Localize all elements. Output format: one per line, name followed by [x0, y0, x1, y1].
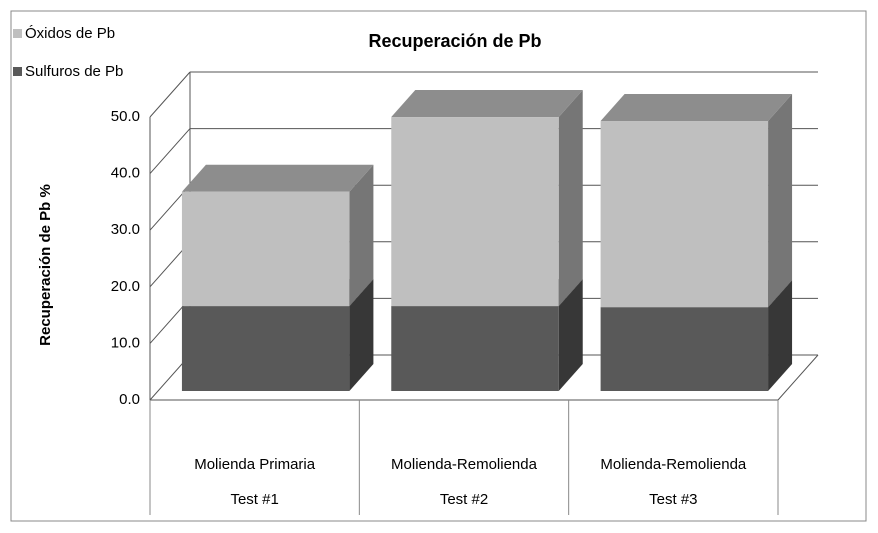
bar-side	[558, 279, 583, 391]
x-tick-label: Test #3	[649, 491, 697, 508]
bar	[391, 306, 559, 391]
grid-line	[149, 128, 191, 174]
x-tick-label: Molienda-Remolienda	[600, 456, 747, 473]
bar	[181, 306, 350, 391]
floor-edge	[777, 354, 819, 401]
legend-label: Óxidos de Pb	[25, 25, 115, 42]
bar-side	[349, 279, 374, 391]
bar-top	[181, 164, 374, 192]
y-tick-label: 30.0	[111, 221, 140, 238]
bar	[600, 121, 769, 308]
bar-side	[349, 164, 374, 307]
y-tick-label: 20.0	[111, 278, 140, 295]
x-tick-label: Test #2	[440, 491, 488, 508]
y-tick-label: 40.0	[111, 165, 140, 182]
y-tick-label: 50.0	[111, 108, 140, 125]
x-tick-label: Test #1	[230, 491, 278, 508]
legend-swatch	[13, 67, 22, 76]
x-tick-label: Molienda Primaria	[194, 456, 316, 473]
bar	[391, 117, 559, 307]
chart-border	[10, 10, 867, 522]
bar-top	[391, 90, 583, 118]
legend-label: Sulfuros de Pb	[25, 63, 123, 80]
y-tick-label: 0.0	[119, 391, 140, 408]
x-tick-label: Molienda-Remolienda	[391, 456, 538, 473]
y-axis-title: Recuperación de Pb %	[37, 184, 54, 346]
bar-side	[558, 90, 583, 307]
bar-side	[768, 280, 793, 391]
bar-top	[600, 94, 793, 122]
legend-swatch	[13, 29, 22, 38]
chart-title: Recuperación de Pb	[368, 31, 541, 51]
grid-line	[149, 71, 191, 118]
bar-side	[768, 94, 793, 308]
bar	[181, 191, 350, 307]
bar	[600, 307, 769, 391]
y-tick-label: 10.0	[111, 334, 140, 351]
